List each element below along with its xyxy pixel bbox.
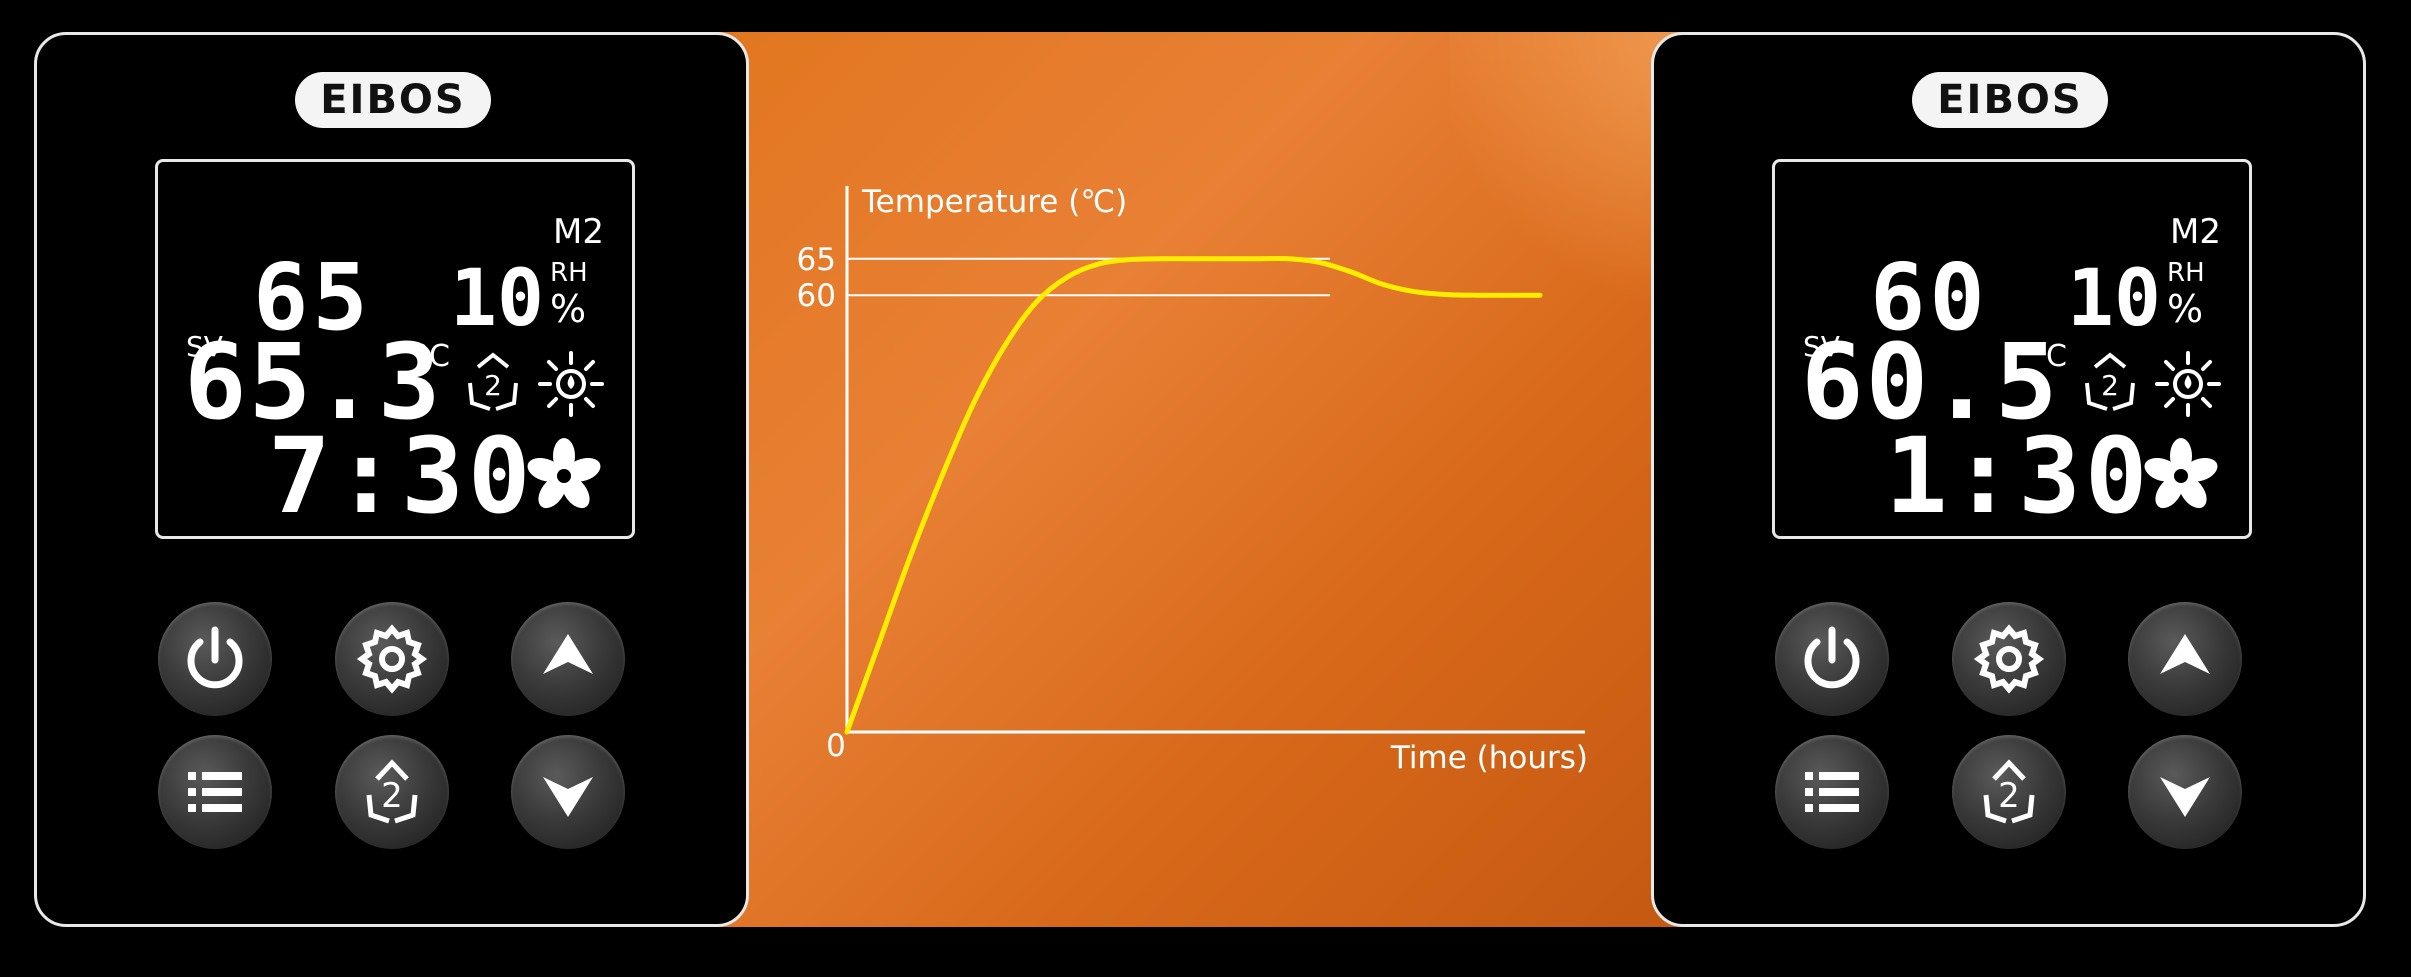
heater-sun-drop-icon [538, 351, 604, 417]
eibos-logo: EIBOS [1912, 72, 2108, 128]
y-axis-label: Temperature (℃) [861, 184, 1127, 220]
up-arrow-icon [2160, 634, 2210, 674]
fan-icon [2144, 438, 2218, 509]
menu-list-icon [1805, 772, 1859, 812]
y-tick-label: 60 [797, 278, 836, 314]
mode-button[interactable]: 2 [1952, 735, 2066, 849]
power-icon [187, 626, 243, 689]
down-arrow-icon [543, 777, 593, 817]
rh-label: RH [2167, 258, 2205, 288]
menu-button[interactable] [158, 735, 272, 849]
svg-text:2: 2 [2101, 369, 2119, 402]
svg-text:2: 2 [1998, 776, 2020, 816]
y-tick-label: 65 [797, 242, 836, 278]
settings-button[interactable] [1952, 602, 2066, 716]
down-button[interactable] [511, 735, 625, 849]
gear-icon [1973, 624, 2045, 694]
menu-button[interactable] [1775, 735, 1889, 849]
actual-temperature: 65.3 [184, 321, 443, 443]
power-icon [1804, 626, 1860, 689]
setpoint-temperature: 65 [253, 244, 372, 351]
power-button[interactable] [158, 602, 272, 716]
humidity-unit: % [550, 287, 587, 331]
rh-label: RH [550, 258, 588, 288]
down-button[interactable] [2128, 735, 2242, 849]
temperature-unit: °C [2031, 339, 2067, 374]
up-arrow-icon [543, 634, 593, 674]
up-button[interactable] [511, 602, 625, 716]
lcd-display: M2 SV 65 10 RH % 65.3 °C 2 7:30 [155, 159, 635, 539]
right-controller-panel: EIBOS M2 SV 60 10 RH % 60.5 °C 2 1:30 [1651, 32, 2366, 927]
x-axis-label: Time (hours) [1390, 740, 1588, 776]
svg-text:2: 2 [381, 776, 403, 816]
temperature-curve [844, 256, 1543, 735]
left-controller-panel: EIBOS M2 SV 65 10 RH % 65.3 °C 2 7:30 [34, 32, 749, 927]
mode-button[interactable]: 2 [335, 735, 449, 849]
gear-icon [356, 624, 428, 694]
down-arrow-icon [2160, 777, 2210, 817]
temperature-unit: °C [414, 339, 450, 374]
mode-2-recycle-icon: 2 [366, 759, 418, 824]
up-button[interactable] [2128, 602, 2242, 716]
mode-2-recycle-icon: 2 [468, 352, 518, 411]
lcd-display: M2 SV 60 10 RH % 60.5 °C 2 1:30 [1772, 159, 2252, 539]
settings-button[interactable] [335, 602, 449, 716]
mode-2-recycle-icon: 2 [1983, 759, 2035, 824]
humidity-value: 10 [2067, 254, 2161, 344]
mode-indicator: M2 [553, 212, 604, 252]
svg-text:2: 2 [484, 369, 502, 402]
timer-display: 1:30 [1885, 415, 2152, 537]
power-button[interactable] [1775, 602, 1889, 716]
menu-list-icon [188, 772, 242, 812]
fan-icon [527, 438, 601, 509]
sv-label: SV [1803, 330, 1840, 363]
mode-2-recycle-icon: 2 [2085, 352, 2135, 411]
mode-indicator: M2 [2170, 212, 2221, 252]
heater-sun-drop-icon [2155, 351, 2221, 417]
eibos-logo: EIBOS [295, 72, 491, 128]
humidity-unit: % [2167, 287, 2204, 331]
actual-temperature: 60.5 [1801, 321, 2060, 443]
timer-display: 7:30 [268, 415, 535, 537]
origin-label: 0 [826, 728, 846, 764]
humidity-value: 10 [450, 254, 544, 344]
sv-label: SV [186, 330, 223, 363]
setpoint-temperature: 60 [1870, 244, 1989, 351]
